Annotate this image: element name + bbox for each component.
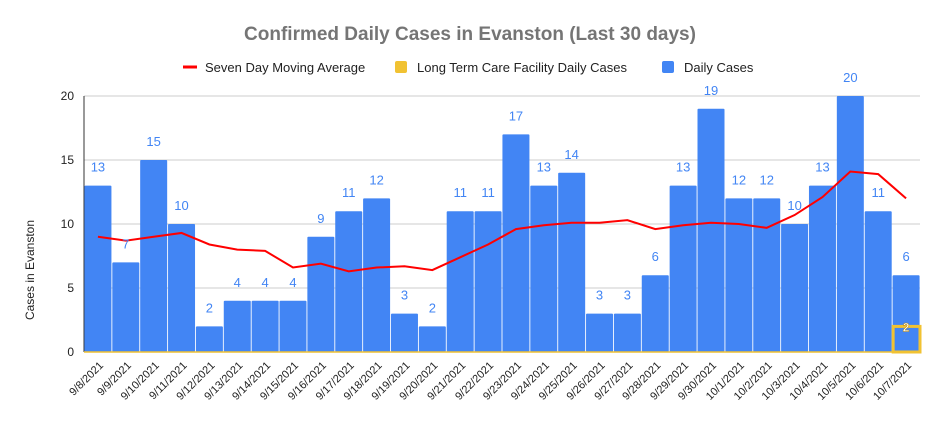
daily-data-label: 3 [596,288,603,303]
legend-swatch [395,61,407,73]
daily-cases-bar [808,185,836,352]
daily-cases-bar [753,198,781,352]
daily-cases-bar [530,185,558,352]
daily-cases-bar [251,300,279,352]
y-tick-label: 5 [67,281,74,295]
daily-cases-bar [586,313,614,352]
daily-data-label: 13 [91,160,105,175]
daily-data-label: 2 [206,300,213,315]
daily-cases-bar [892,275,920,352]
daily-cases-bar [84,185,112,352]
daily-data-label: 12 [759,172,773,187]
daily-cases-bar [279,300,307,352]
daily-cases-bar [168,224,196,352]
legend: Seven Day Moving Average Long Term Care F… [183,60,754,75]
chart-title: Confirmed Daily Cases in Evanston (Last … [244,24,696,45]
daily-cases-bar [446,211,474,352]
daily-cases-bar [223,300,251,352]
daily-cases-bar [307,236,335,352]
x-tick-labels: 9/8/20219/9/20219/10/20219/11/20219/12/2… [67,360,914,403]
ltc-data-label: 2 [903,320,910,334]
daily-cases-bar [697,108,725,352]
legend-label: Daily Cases [684,60,754,75]
daily-cases-bar [140,160,168,352]
daily-data-label: 4 [262,275,269,290]
daily-data-label: 11 [453,185,467,200]
daily-data-label: 9 [317,211,324,226]
daily-cases-bar [195,326,223,352]
moving-average-line [97,170,907,273]
y-tick-label: 0 [67,345,74,359]
daily-data-label: 19 [704,83,718,98]
daily-data-label: 11 [871,185,885,200]
daily-data-label: 6 [652,249,659,264]
daily-data-label: 14 [564,147,578,162]
daily-data-label: 3 [624,288,631,303]
daily-data-label: 20 [843,70,857,85]
bars [84,96,922,354]
daily-data-label: 2 [429,300,436,315]
daily-cases-bar [725,198,753,352]
daily-cases-bar [558,172,586,352]
daily-cases-bar [112,262,140,352]
data-labels: 13 7 15 10 2 4 4 4 9 11 12 3 2 11 11 17 13 14 3 3 6 13 19 12 12 1… [91,70,910,335]
y-tick-label: 15 [61,153,75,167]
daily-data-label: 10 [787,198,801,213]
daily-data-label: 13 [815,160,829,175]
daily-data-label: 7 [122,236,129,251]
daily-data-label: 17 [509,108,523,123]
daily-cases-bar [335,211,363,352]
daily-cases-bar [641,275,669,352]
daily-data-label: 3 [401,288,408,303]
daily-data-label: 6 [902,249,909,264]
daily-cases-bar [864,211,892,352]
daily-cases-bar [474,211,502,352]
y-tick-label: 20 [61,89,75,103]
daily-cases-bar [502,134,530,352]
daily-cases-bar [669,185,697,352]
daily-data-label: 10 [174,198,188,213]
daily-cases-bar [390,313,418,352]
daily-data-label: 4 [234,275,241,290]
daily-data-label: 11 [481,185,495,200]
daily-cases-bar [363,198,391,352]
daily-data-label: 15 [146,134,160,149]
legend-label: Long Term Care Facility Daily Cases [417,60,627,75]
moving-average-polyline [97,170,907,273]
daily-cases-bar [781,224,809,352]
y-axis-label: Cases in Evanston [23,220,37,320]
y-tick-label: 10 [61,217,75,231]
daily-data-label: 13 [676,160,690,175]
daily-cases-bar [836,96,864,352]
daily-data-label: 11 [342,185,356,200]
legend-label: Seven Day Moving Average [205,60,365,75]
daily-data-label: 4 [289,275,296,290]
daily-data-label: 13 [537,160,551,175]
daily-cases-bar [418,326,446,352]
legend-swatch [662,61,674,73]
daily-cases-bar [613,313,641,352]
daily-data-label: 12 [369,172,383,187]
daily-data-label: 12 [732,172,746,187]
